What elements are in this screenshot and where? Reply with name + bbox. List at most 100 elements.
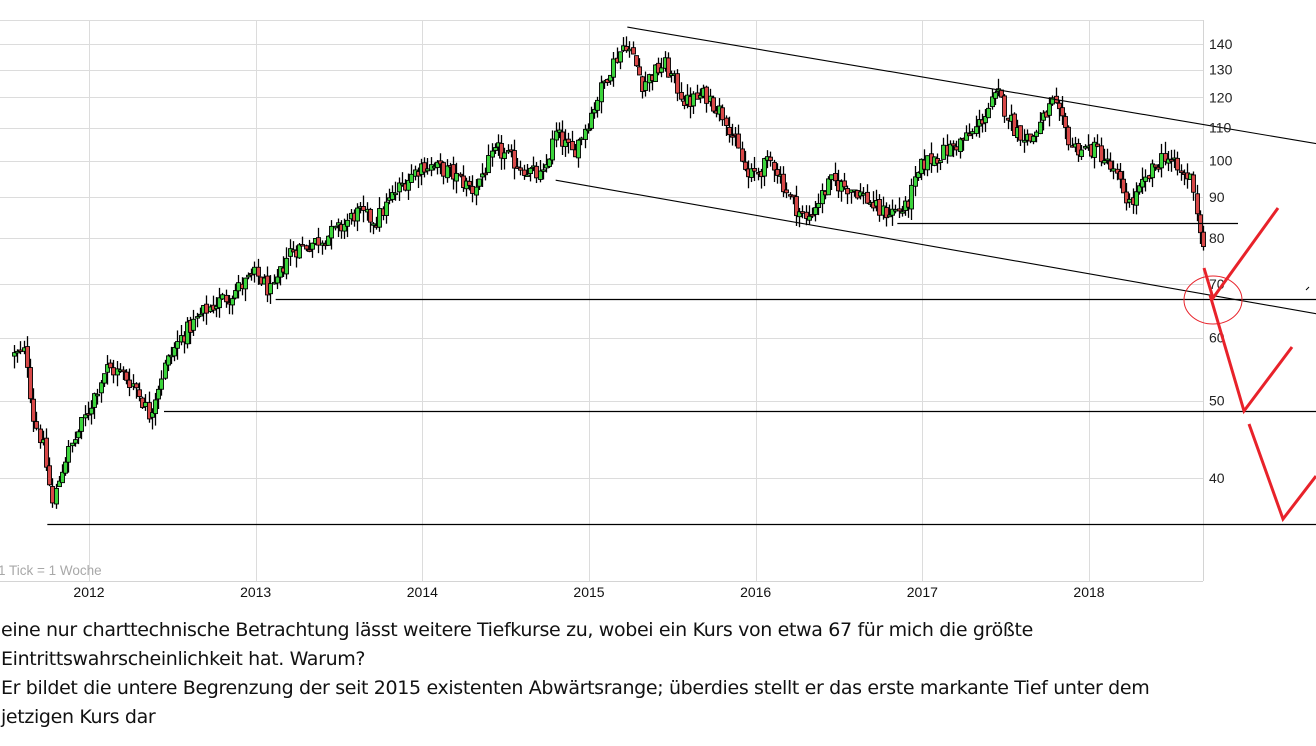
candle-up — [195, 316, 200, 319]
candle-up — [185, 321, 190, 345]
candle-down — [499, 142, 504, 159]
candle-up — [816, 202, 821, 209]
caption-line-4: jetzigen Kurs dar — [1, 706, 156, 728]
candle-down — [1175, 157, 1180, 171]
candle-up — [579, 137, 584, 141]
candle-down — [458, 173, 463, 177]
candle-up — [156, 388, 161, 400]
candle-down — [791, 194, 796, 198]
candle-down — [877, 199, 882, 216]
candle-up — [547, 158, 552, 167]
candle-up — [220, 294, 225, 300]
candle-up — [284, 257, 289, 275]
candle-up — [563, 139, 568, 148]
candle-up — [913, 176, 918, 187]
y-tick-label: 130 — [1209, 62, 1233, 78]
candle-down — [1018, 125, 1023, 141]
candle-up — [57, 480, 62, 488]
candle-up — [217, 297, 222, 309]
candle-down — [368, 209, 373, 223]
candle-up — [986, 107, 991, 119]
candle-down — [1108, 160, 1113, 170]
candle-up — [198, 313, 203, 317]
candle-up — [480, 173, 485, 178]
candle-up — [1143, 176, 1148, 182]
candle-down — [304, 245, 309, 250]
x-tick-label: 2013 — [240, 584, 271, 600]
candle-down — [679, 91, 684, 100]
candle-down — [1191, 174, 1196, 193]
candle-up — [643, 81, 648, 91]
y-tick-label: 50 — [1209, 393, 1225, 409]
candle-down — [25, 346, 30, 368]
candle-up — [1022, 139, 1027, 143]
candle-down — [1012, 113, 1017, 137]
projection-zigzag — [1202, 207, 1280, 302]
y-tick-label: 40 — [1209, 470, 1225, 486]
candle-down — [804, 211, 809, 219]
candle-up — [12, 352, 17, 357]
candle-down — [1195, 193, 1200, 215]
candle-down — [1060, 107, 1065, 117]
candle-up — [252, 266, 257, 275]
candle-up — [948, 143, 953, 157]
candle-up — [1137, 185, 1142, 193]
candle-down — [845, 188, 850, 195]
candle-down — [842, 180, 847, 188]
candle-up — [66, 446, 71, 463]
candle-down — [967, 133, 972, 137]
candle-down — [1124, 191, 1129, 204]
candle-up — [115, 368, 120, 376]
candle-down — [772, 161, 777, 171]
candle-down — [781, 173, 786, 193]
candle-up — [599, 82, 604, 103]
candle-up — [749, 168, 754, 178]
candle-up — [974, 126, 979, 134]
candle-up — [435, 161, 440, 168]
candle-up — [454, 172, 459, 182]
caption-line-3: Er bildet die untere Begrenzung der seit… — [1, 677, 1150, 699]
candle-down — [1099, 145, 1104, 163]
candle-up — [336, 222, 341, 226]
candle-up — [329, 225, 334, 239]
candle-up — [592, 108, 597, 114]
candle-up — [1140, 178, 1145, 188]
candle-down — [18, 349, 23, 352]
candle-up — [105, 364, 110, 373]
candle-down — [951, 143, 956, 147]
candle-down — [47, 465, 52, 486]
candle-up — [474, 186, 479, 196]
candle-up — [95, 393, 100, 397]
x-tick-label: 2016 — [740, 584, 771, 600]
candle-up — [941, 144, 946, 160]
candle-up — [938, 160, 943, 163]
trend-channel-line — [555, 179, 1316, 315]
candle-up — [993, 92, 998, 99]
candle-down — [1095, 143, 1100, 147]
candle-down — [634, 55, 639, 67]
candle-up — [691, 93, 696, 107]
candle-down — [534, 165, 539, 179]
candle-down — [666, 57, 671, 78]
candle-up — [890, 208, 895, 216]
candle-down — [147, 402, 152, 420]
candle-down — [1063, 116, 1068, 128]
candle-up — [246, 274, 251, 278]
candle-down — [675, 73, 680, 94]
candle-down — [422, 162, 427, 173]
candle-down — [134, 383, 139, 389]
candle-up — [1134, 191, 1139, 206]
candle-up — [76, 431, 81, 439]
caption-text: eine nur charttechnische Betrachtung läs… — [1, 616, 1311, 732]
candle-down — [833, 173, 838, 182]
x-tick-label: 2017 — [907, 584, 938, 600]
candle-up — [230, 298, 235, 306]
candle-up — [406, 179, 411, 191]
candle-up — [1079, 149, 1084, 157]
candle-up — [983, 116, 988, 124]
candle-up — [159, 378, 164, 390]
candle-down — [752, 168, 757, 172]
candle-up — [627, 48, 632, 52]
